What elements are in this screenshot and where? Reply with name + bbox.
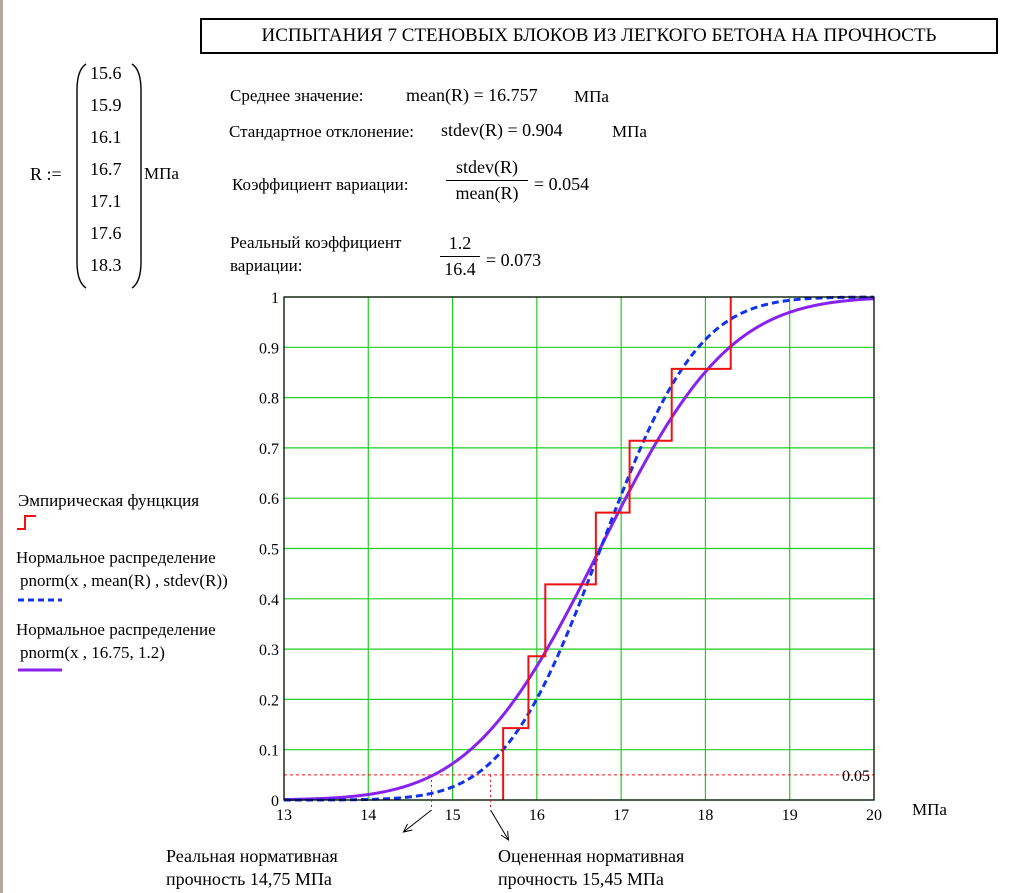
strength-arrowhead bbox=[500, 830, 510, 842]
y-tick-label: 0.7 bbox=[259, 441, 279, 458]
vector-value: 18.3 bbox=[90, 255, 122, 275]
stdev-unit: МПа bbox=[612, 122, 647, 141]
real-cv-numerator: 1.2 bbox=[448, 233, 472, 253]
cv-numerator: stdev(R) bbox=[456, 157, 518, 177]
y-tick-label: 0.6 bbox=[259, 491, 279, 508]
y-tick-label: 0.8 bbox=[259, 391, 279, 408]
empirical-step-line bbox=[502, 297, 732, 800]
real-cv-denominator: 16.4 bbox=[444, 259, 476, 279]
vector-value: 15.9 bbox=[90, 95, 122, 115]
y-tick-label: 0.5 bbox=[259, 542, 279, 559]
plot-frame bbox=[283, 296, 875, 801]
legend-empirical-swatch bbox=[17, 515, 36, 530]
x-tick-label: 19 bbox=[782, 807, 798, 824]
x-tick-label: 18 bbox=[697, 807, 713, 824]
real-strength-annotation-1: Реальная нормативная bbox=[166, 846, 338, 866]
page-title: ИСПЫТАНИЯ 7 СТЕНОВЫХ БЛОКОВ ИЗ ЛЕГКОГО Б… bbox=[200, 18, 998, 54]
x-tick-label: 15 bbox=[445, 807, 461, 824]
stdev-expression: stdev(R) = 0.904 bbox=[441, 120, 563, 140]
mean-label: Среднее значение: bbox=[230, 86, 364, 105]
mean-unit: МПа bbox=[574, 87, 609, 106]
strength-arrow bbox=[490, 809, 509, 841]
vector-name: R := bbox=[30, 164, 62, 184]
x-tick-label: 14 bbox=[360, 807, 376, 824]
cv-denominator: mean(R) bbox=[455, 183, 519, 203]
real-cv-value: = 0.073 bbox=[486, 250, 542, 270]
x-tick-label: 17 bbox=[613, 807, 629, 824]
y-tick-label: 0.4 bbox=[259, 592, 279, 609]
legend-normal-real-formula: pnorm(x , 16.75, 1.2) bbox=[20, 643, 165, 662]
strength-arrowhead bbox=[402, 823, 413, 833]
y-tick-label: 0.3 bbox=[259, 642, 279, 659]
vector-value: 16.7 bbox=[90, 159, 122, 179]
y-tick-label: 0 bbox=[271, 793, 279, 810]
level-line-label: 0.05 bbox=[842, 768, 870, 785]
vector-value: 17.1 bbox=[90, 191, 122, 211]
stdev-label: Стандартное отклонение: bbox=[229, 122, 414, 141]
x-tick-label: 13 bbox=[276, 807, 292, 824]
cv-fraction: stdev(R) mean(R) bbox=[446, 157, 528, 204]
chart-markers bbox=[402, 774, 510, 842]
real-cv-label-1: Реальный коэффициент bbox=[230, 233, 402, 252]
legend-normal-real-title: Нормальное распределение bbox=[16, 620, 216, 639]
chart-level-line: 0.05 bbox=[284, 768, 874, 785]
x-tick-label: 16 bbox=[529, 807, 545, 824]
legend-normal-real-swatch bbox=[18, 668, 62, 672]
vector-brackets bbox=[76, 63, 142, 289]
est-strength-annotation-2: прочность 15,45 МПа bbox=[498, 869, 664, 889]
x-axis-label: МПа bbox=[912, 800, 947, 819]
real-strength-annotation-2: прочность 14,75 МПа bbox=[166, 869, 332, 889]
legend-normal-est-formula: pnorm(x , mean(R) , stdev(R)) bbox=[20, 571, 228, 590]
chart-grid bbox=[283, 296, 875, 801]
y-tick-label: 1 bbox=[271, 290, 279, 307]
normal-cdf-real-line bbox=[283, 297, 875, 802]
legend-normal-est-swatch bbox=[18, 598, 62, 602]
legend-normal-est-title: Нормальное распределение bbox=[16, 548, 216, 567]
cv-value: = 0.054 bbox=[534, 174, 590, 194]
legend-empirical-label: Эмпирическая фунцкция bbox=[18, 491, 200, 510]
strength-arrow bbox=[403, 809, 432, 833]
real-cv-fraction: 1.2 16.4 bbox=[440, 233, 480, 280]
vector-value: 17.6 bbox=[90, 223, 122, 243]
y-tick-label: 0.1 bbox=[259, 743, 279, 760]
mean-expression: mean(R) = 16.757 bbox=[406, 85, 538, 105]
x-tick-label: 20 bbox=[866, 807, 882, 824]
y-tick-label: 0.9 bbox=[259, 340, 279, 357]
y-tick-label: 0.2 bbox=[259, 692, 279, 709]
chart-series bbox=[283, 295, 875, 802]
real-cv-label-2: вариации: bbox=[230, 256, 303, 275]
est-strength-annotation-1: Оцененная нормативная bbox=[498, 846, 685, 866]
vector-value: 16.1 bbox=[90, 127, 122, 147]
cv-label: Коэффициент вариации: bbox=[232, 175, 409, 194]
vector-value: 15.6 bbox=[90, 63, 122, 83]
vector-unit: МПа bbox=[144, 164, 179, 183]
chart-ticks: 13 14 15 16 17 18 19 20 0 0.1 0.2 0.3 0.4 0.5 0.6 0.7 0.… bbox=[259, 290, 882, 824]
normal-cdf-estimated-line bbox=[284, 295, 875, 802]
